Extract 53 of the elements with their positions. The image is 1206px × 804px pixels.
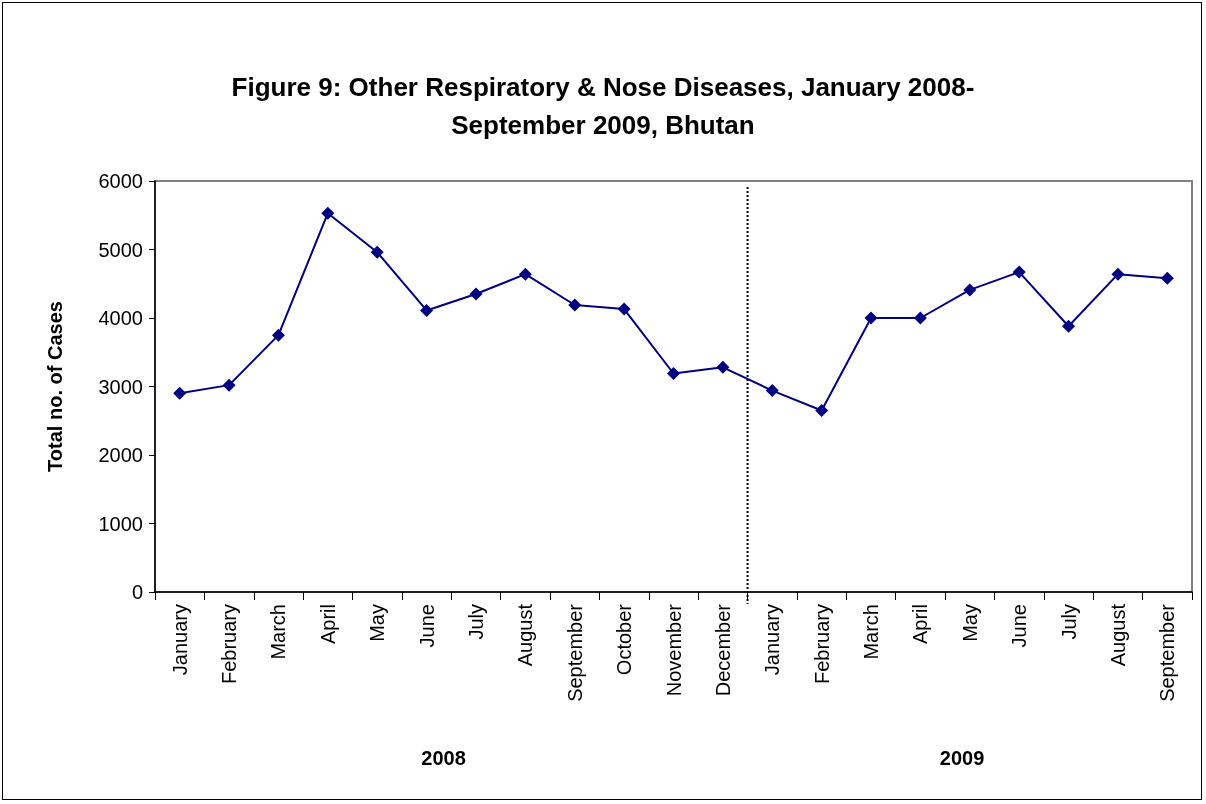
point xyxy=(1062,319,1076,333)
x-tick-label: April xyxy=(316,604,339,645)
x-tick-label: January xyxy=(761,604,784,676)
x-tick-label: June xyxy=(415,604,438,648)
y-tick-label: 1000 xyxy=(98,512,143,535)
x-tick-label: May xyxy=(366,604,389,642)
y-tick-label: 3000 xyxy=(98,375,143,398)
point xyxy=(667,366,680,380)
x-tick-label: March xyxy=(860,604,883,660)
y-axis-title: Total no. of Cases xyxy=(44,301,66,472)
point xyxy=(617,302,631,316)
point xyxy=(765,384,779,398)
chart-title: Figure 9: Other Respiratory & Nose Diseases, January 2008-September 2009, Bhutan xyxy=(230,71,976,142)
y-tick-label: 4000 xyxy=(98,307,143,329)
point xyxy=(222,378,236,392)
point xyxy=(271,328,285,342)
point xyxy=(864,311,878,325)
x-tick-label: June xyxy=(1008,604,1031,648)
point xyxy=(1160,271,1174,285)
x-tick-label: May xyxy=(958,604,981,642)
text: 2008 xyxy=(421,747,466,769)
x-tick-label: February xyxy=(810,604,833,685)
point xyxy=(716,360,730,374)
point xyxy=(469,287,483,301)
point xyxy=(420,303,434,317)
point xyxy=(815,403,829,417)
point xyxy=(913,311,927,325)
x-tick-label: August xyxy=(1106,603,1129,667)
y-tick-label: 0 xyxy=(131,581,143,603)
x-tick-label: September xyxy=(563,603,586,702)
x-tick-label: August xyxy=(514,603,537,667)
x-tick-label: July xyxy=(1057,604,1080,640)
x-tick-label: November xyxy=(662,603,685,697)
point xyxy=(370,245,384,259)
point xyxy=(1111,267,1125,281)
point xyxy=(173,386,187,400)
point xyxy=(1012,265,1026,279)
x-tick-label: July xyxy=(464,604,487,640)
x-tick-label: February xyxy=(218,604,241,685)
point xyxy=(963,283,977,297)
point xyxy=(568,298,582,312)
x-tick-label: October xyxy=(613,603,636,676)
y-tick-label: 5000 xyxy=(98,238,143,261)
point xyxy=(518,267,532,281)
x-tick-label: September xyxy=(1156,603,1179,702)
y-tick-label: 6000 xyxy=(98,170,143,192)
text: 2009 xyxy=(939,747,985,769)
x-tick-label: January xyxy=(168,604,191,676)
x-tick-label: December xyxy=(711,603,734,697)
x-tick-label: March xyxy=(267,604,290,660)
y-tick-label: 2000 xyxy=(98,444,143,466)
x-tick-label: April xyxy=(909,604,932,645)
point xyxy=(321,206,335,220)
